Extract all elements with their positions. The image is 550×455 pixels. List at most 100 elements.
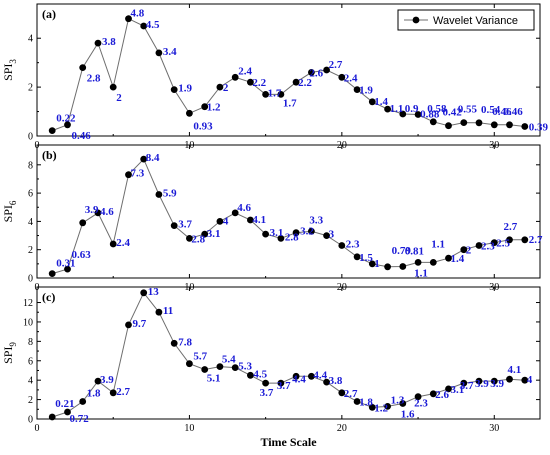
data-point — [399, 110, 407, 118]
data-point — [186, 109, 193, 117]
data-point — [231, 73, 239, 81]
data-point — [247, 78, 254, 86]
data-label: 2.6 — [309, 67, 323, 79]
data-point — [521, 123, 529, 130]
panel-label: (c) — [42, 290, 55, 304]
data-point — [201, 366, 209, 373]
data-label: 3.8 — [102, 36, 116, 48]
data-point — [445, 122, 452, 130]
data-point — [323, 378, 330, 386]
data-point — [308, 69, 315, 76]
y-axis-label-main: SPI — [1, 205, 15, 222]
x-tick-label: 20 — [337, 423, 347, 434]
data-label: 4 — [527, 374, 533, 386]
data-point — [140, 155, 148, 163]
data-label: 2.4 — [116, 237, 130, 249]
y-tick-label: 2 — [28, 245, 33, 256]
y-tick-label: 8 — [28, 337, 33, 348]
data-label: 2.7 — [329, 59, 343, 71]
y-tick-label: 2 — [28, 83, 33, 94]
data-label: 11 — [163, 305, 173, 317]
y-tick-label: 0 — [28, 274, 33, 285]
data-point — [170, 86, 178, 93]
data-point — [201, 230, 209, 238]
data-label: 0.81 — [405, 246, 424, 258]
data-label: 4.6 — [100, 206, 114, 218]
data-label: 5.9 — [163, 188, 177, 200]
data-label: 3.1 — [270, 227, 284, 239]
data-point — [262, 230, 269, 238]
y-tick-label: 8 — [28, 160, 33, 171]
data-label: 1.2 — [374, 402, 388, 414]
data-point — [201, 103, 209, 111]
data-point — [384, 263, 391, 271]
data-label: 5.1 — [207, 373, 221, 385]
data-label: 2.5 — [496, 238, 510, 250]
data-label: 2.8 — [191, 233, 205, 245]
y-tick-label: 4 — [28, 217, 33, 228]
data-point — [475, 119, 483, 127]
data-label: 2.3 — [346, 239, 360, 251]
data-label: 2.6 — [435, 389, 449, 401]
data-point — [353, 253, 361, 261]
data-point — [231, 209, 239, 217]
data-label: 0.63 — [72, 249, 92, 261]
data-label: 0.79 — [392, 245, 412, 257]
y-tick-label: 10 — [23, 317, 33, 328]
data-point — [48, 413, 56, 421]
y-axis-label-main: SPI — [1, 64, 15, 81]
data-label: 2.2 — [298, 77, 312, 89]
data-point — [125, 171, 132, 179]
data-point — [277, 91, 285, 98]
data-point — [140, 289, 148, 297]
data-point — [170, 339, 178, 347]
data-label: 2.7 — [116, 386, 130, 398]
data-point — [109, 389, 117, 397]
data-point — [521, 236, 529, 244]
data-point — [475, 377, 483, 385]
data-label: 2.7 — [344, 388, 358, 400]
x-tick-label: 30 — [489, 423, 499, 434]
data-label: 3.7 — [460, 380, 474, 392]
data-label: 0.93 — [193, 120, 213, 132]
data-label: 2.4 — [344, 72, 358, 84]
data-label: 3.9 — [475, 378, 489, 390]
data-point — [155, 308, 163, 316]
data-label: 13 — [148, 286, 160, 298]
data-point — [262, 379, 269, 387]
y-axis-label-main: SPI — [1, 347, 15, 364]
data-point — [109, 240, 117, 248]
data-point — [521, 376, 529, 384]
data-label: 1.1 — [390, 103, 404, 115]
data-point — [94, 39, 102, 47]
data-point — [170, 222, 178, 230]
data-label: 3.1 — [207, 228, 221, 240]
data-point — [308, 227, 315, 235]
data-label: 3.2 — [300, 226, 314, 238]
data-label: 3.7 — [260, 387, 274, 399]
data-label: 1.2 — [207, 102, 221, 114]
panel-label: (b) — [42, 148, 57, 162]
data-point — [414, 259, 422, 266]
data-point — [429, 118, 437, 126]
data-label: 2.8 — [285, 231, 299, 243]
data-label: 3.1 — [451, 384, 465, 396]
data-label: 3.7 — [277, 380, 291, 392]
data-label: 1.8 — [87, 388, 101, 400]
data-label: 0.22 — [56, 113, 76, 125]
data-label: 1.7 — [283, 97, 297, 109]
data-point — [292, 78, 300, 86]
data-label: 0.46 — [492, 106, 512, 118]
data-label: 1.9 — [359, 85, 373, 97]
data-label: 3.9 — [85, 204, 99, 216]
data-point — [79, 64, 87, 71]
data-label: 1.4 — [374, 96, 388, 108]
y-axis-label-subscript: 3 — [8, 59, 18, 64]
data-label: 2.3 — [414, 398, 428, 410]
data-point — [460, 119, 468, 126]
data-point — [506, 375, 513, 383]
data-label: 5.3 — [238, 361, 252, 373]
data-label: 4 — [223, 215, 229, 227]
